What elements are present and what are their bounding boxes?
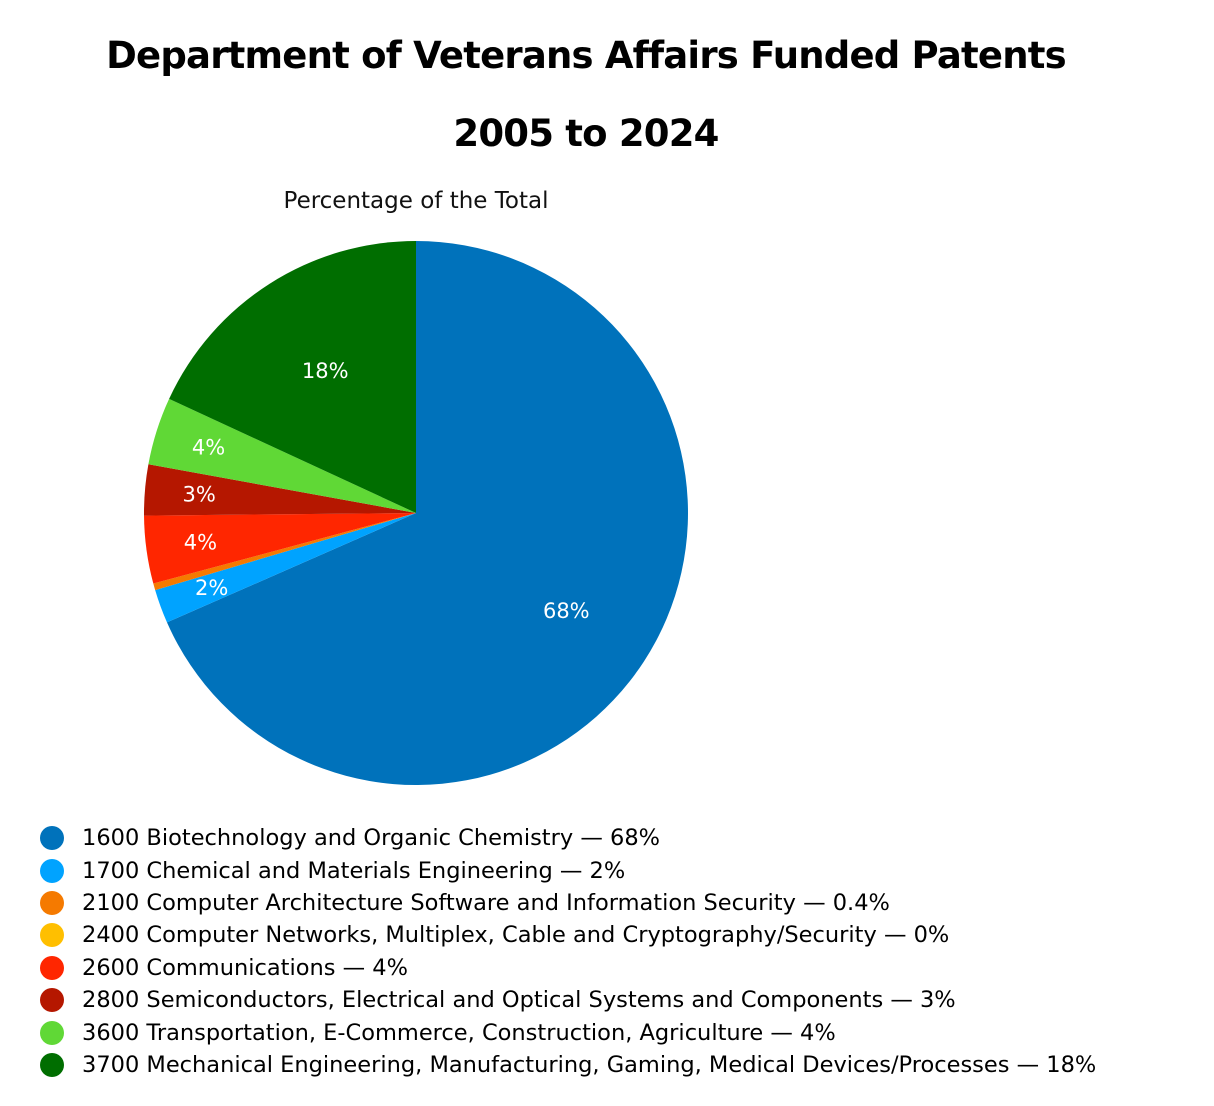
legend: 1600 Biotechnology and Organic Chemistry… xyxy=(40,822,1096,1081)
pie-slice-2600 xyxy=(144,513,416,584)
legend-item-2100: 2100 Computer Architecture Software and … xyxy=(40,887,1096,919)
legend-label-1700: 1700 Chemical and Materials Engineering … xyxy=(82,857,626,884)
pie-slice-2100 xyxy=(153,513,416,591)
legend-label-3600: 3600 Transportation, E-Commerce, Constru… xyxy=(82,1019,836,1046)
pie-slice-1600 xyxy=(166,241,688,785)
slice-label-3700: 18% xyxy=(302,359,349,383)
legend-swatch-1600 xyxy=(40,826,64,851)
legend-label-1600: 1600 Biotechnology and Organic Chemistry… xyxy=(82,825,661,852)
legend-swatch-2600 xyxy=(40,955,64,980)
legend-swatch-3600 xyxy=(40,1020,64,1045)
legend-item-2800: 2800 Semiconductors, Electrical and Opti… xyxy=(40,984,1096,1016)
legend-swatch-3700 xyxy=(40,1052,64,1077)
pie-slice-1700 xyxy=(155,513,417,623)
slice-label-1700: 2% xyxy=(195,576,228,600)
chart-title: Department of Veterans Affairs Funded Pa… xyxy=(106,34,1067,77)
pie-slice-3600 xyxy=(148,398,416,513)
legend-item-1700: 1700 Chemical and Materials Engineering … xyxy=(40,854,1096,886)
legend-swatch-1700 xyxy=(40,858,64,883)
legend-item-2600: 2600 Communications — 4% xyxy=(40,952,1096,984)
legend-item-1600: 1600 Biotechnology and Organic Chemistry… xyxy=(40,822,1096,854)
slice-label-2600: 4% xyxy=(184,531,217,555)
series-title: Percentage of the Total xyxy=(283,188,549,214)
legend-item-3600: 3600 Transportation, E-Commerce, Constru… xyxy=(40,1016,1096,1048)
legend-item-3700: 3700 Mechanical Engineering, Manufacturi… xyxy=(40,1049,1096,1081)
legend-label-2600: 2600 Communications — 4% xyxy=(82,954,408,981)
pie-labels: 68% 2% 4% 3% 4% 18% xyxy=(183,359,590,623)
legend-item-2400: 2400 Computer Networks, Multiplex, Cable… xyxy=(40,919,1096,951)
legend-swatch-2400 xyxy=(40,923,64,948)
chart-subtitle: 2005 to 2024 xyxy=(453,112,719,155)
slice-label-1600: 68% xyxy=(543,599,590,623)
legend-label-2800: 2800 Semiconductors, Electrical and Opti… xyxy=(82,987,956,1014)
legend-swatch-2100 xyxy=(40,890,64,915)
pie-chart: 68% 2% 4% 3% 4% 18% xyxy=(143,241,688,785)
legend-label-3700: 3700 Mechanical Engineering, Manufacturi… xyxy=(82,1051,1097,1078)
slice-label-3600: 4% xyxy=(192,435,225,459)
pie-slices xyxy=(143,241,688,785)
legend-label-2100: 2100 Computer Architecture Software and … xyxy=(82,889,890,916)
pie-slice-2800 xyxy=(143,464,416,516)
legend-label-2400: 2400 Computer Networks, Multiplex, Cable… xyxy=(82,922,950,949)
pie-slice-3700 xyxy=(169,241,416,513)
legend-swatch-2800 xyxy=(40,988,64,1013)
slice-label-2800: 3% xyxy=(183,483,216,507)
